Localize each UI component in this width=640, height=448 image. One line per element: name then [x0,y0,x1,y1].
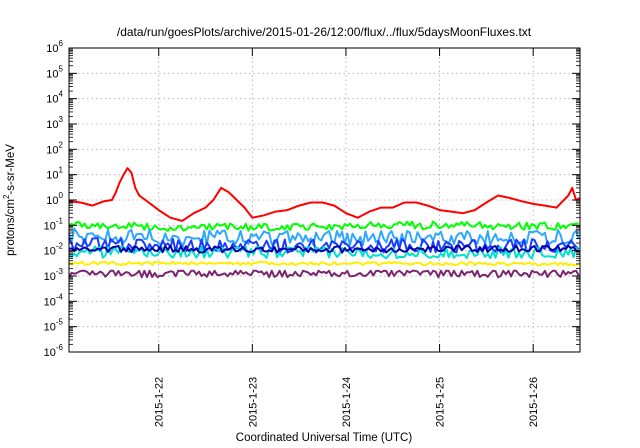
y-tick-label: 100 [46,191,63,207]
x-tick-label: 2015-1-25 [435,377,447,427]
y-tick-label: 10-5 [44,318,64,334]
grid [69,48,580,352]
y-tick-label: 104 [46,90,63,106]
x-tick-label: 2015-1-23 [247,377,259,427]
series-line-0 [68,167,581,222]
series-layer [68,167,581,279]
y-tick-label: 10-6 [44,343,64,359]
x-tick-label: 2015-1-24 [341,377,353,427]
x-tick-label: 2015-1-22 [154,377,166,427]
y-tick-label: 102 [46,140,63,156]
x-tick-label: 2015-1-26 [528,377,540,427]
y-axis-label: protons/cm2-s-sr-MeV [2,144,17,256]
series-line-1 [68,220,579,232]
chart-title: /data/run/goesPlots/archive/2015-01-26/1… [117,25,532,39]
x-axis-label: Coordinated Universal Time (UTC) [236,432,413,444]
series-line-7 [68,269,580,279]
series-line-6 [68,260,579,267]
series-line-5 [68,244,579,254]
y-tick-label: 10-3 [44,267,64,283]
y-tick-label: 10-1 [44,216,64,232]
series-line-2 [68,227,580,247]
axis-ticks: 10-6 10-5 10-4 10-3 10-2 10-1 100 101 102 103 104 1… [44,39,580,427]
y-axis-label-pre: protons/cm [5,199,17,256]
series-line-4 [68,245,580,260]
series-line-3 [68,237,580,254]
y-tick-label: 101 [46,166,63,182]
y-axis-label-sup: 2 [2,194,11,199]
y-tick-label: 10-2 [44,242,64,258]
y-tick-label: 105 [46,64,63,80]
y-axis-label-post: -s-sr-MeV [5,144,17,195]
y-tick-label: 10-4 [44,292,64,308]
y-tick-label: 103 [46,115,63,131]
y-tick-label: 106 [46,39,63,55]
